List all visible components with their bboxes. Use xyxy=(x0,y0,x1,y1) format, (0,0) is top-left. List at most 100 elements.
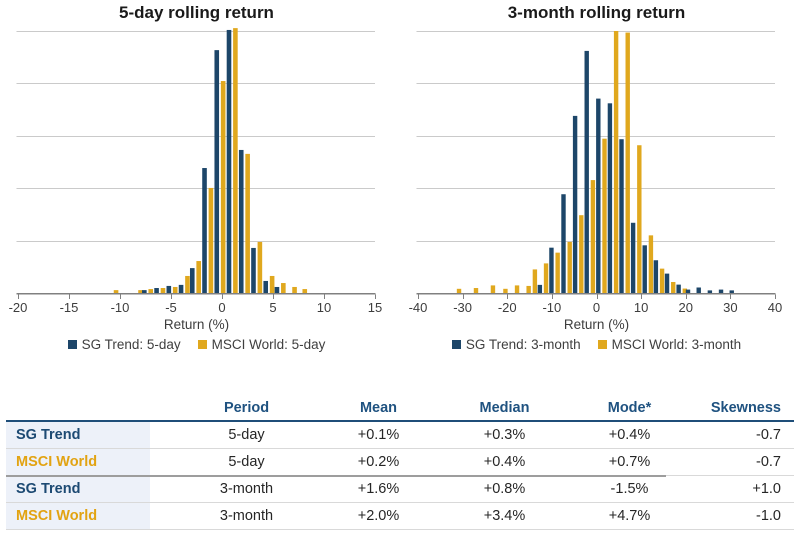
table-row: SG Trend 3-month +1.6% +0.8% -1.5% +1.0 xyxy=(6,475,794,503)
x-tick-label: 40 xyxy=(768,300,782,315)
col-header-mean: Mean xyxy=(359,399,398,416)
bar-msci-world xyxy=(257,241,263,293)
bar-msci-world xyxy=(613,31,619,293)
bar-sg-trend xyxy=(274,286,280,293)
table-row: MSCI World 5-day +0.2% +0.4% +0.7% -0.7 xyxy=(6,448,794,476)
bar-sg-trend xyxy=(549,247,554,293)
legend-item: MSCI World: 3-month xyxy=(597,337,741,352)
cell-mode: -1.5% xyxy=(610,481,649,497)
legend-item: SG Trend: 3-month xyxy=(451,337,581,352)
bar-msci-world xyxy=(526,285,531,293)
bar-sg-trend xyxy=(619,139,624,293)
bar-sg-trend xyxy=(685,289,691,293)
bar-msci-world xyxy=(532,269,538,293)
cell-mean: +0.2% xyxy=(357,454,400,470)
cell-mean: +1.6% xyxy=(357,481,400,497)
row-label: MSCI World xyxy=(6,448,150,476)
bar-sg-trend xyxy=(166,285,172,293)
legend-item: MSCI World: 5-day xyxy=(197,337,325,352)
cell-mean: +0.1% xyxy=(357,427,400,443)
table-row: SG Trend 5-day +0.1% +0.3% +0.4% -0.7 xyxy=(6,421,794,449)
bar-msci-world xyxy=(269,275,275,293)
bar-msci-world xyxy=(625,32,630,293)
bar-msci-world xyxy=(543,263,549,293)
bar-sg-trend xyxy=(676,284,681,293)
x-tick-label: 20 xyxy=(679,300,693,315)
table-row: MSCI World 3-month +2.0% +3.4% +4.7% -1.0 xyxy=(6,502,794,530)
x-tick-label: 0 xyxy=(593,300,600,315)
cell-mode: +0.4% xyxy=(608,427,651,443)
col-header-label xyxy=(6,395,150,421)
x-axis-label: Return (%) xyxy=(564,317,629,332)
histogram-plot-3month: -40 -30 -20 -10 0 10 20 30 40 Return (%) xyxy=(409,31,782,332)
x-tick-label: -40 xyxy=(409,300,428,315)
stats-table-head: Period Mean Median Mode* Skewness xyxy=(6,395,794,421)
chart-title-5day: 5-day rolling return xyxy=(119,3,274,22)
bar-msci-world xyxy=(302,289,308,293)
bar-sg-trend xyxy=(696,287,701,293)
bar-msci-world xyxy=(160,288,166,293)
legend-3month: SG Trend: 3-month MSCI World: 3-month xyxy=(400,337,793,352)
bar-sg-trend xyxy=(607,103,613,293)
bar-msci-world xyxy=(113,290,119,293)
bar-msci-world xyxy=(490,285,496,293)
stats-table-grid: Period Mean Median Mode* Skewness SG Trend 5-… xyxy=(6,395,794,530)
bar-sg-trend xyxy=(572,115,578,293)
x-tick-label: 10 xyxy=(317,300,331,315)
x-tick-label: 0 xyxy=(218,300,225,315)
bar-sg-trend xyxy=(584,50,589,293)
bar-sg-trend xyxy=(718,289,724,293)
chart-3month-rolling-return: 3-month rolling return -40 -30 -20 -10 0 10 20… xyxy=(400,0,800,364)
bar-sg-trend xyxy=(561,194,566,293)
legend-5day: SG Trend: 5-day MSCI World: 5-day xyxy=(0,337,393,352)
legend-swatch-icon xyxy=(451,340,461,349)
chart-title-3month: 3-month rolling return xyxy=(507,3,686,22)
stats-table-body: SG Trend 5-day +0.1% +0.3% +0.4% -0.7 MSCI Wor… xyxy=(6,421,794,530)
cell-mode: +4.7% xyxy=(608,508,651,524)
bar-sg-trend xyxy=(630,222,636,293)
legend-label: SG Trend: 3-month xyxy=(465,337,581,352)
bar-sg-trend xyxy=(178,284,184,293)
cell-period: 3-month xyxy=(219,481,274,497)
bar-sg-trend xyxy=(263,280,269,293)
bar-msci-world xyxy=(172,286,178,293)
legend-swatch-icon xyxy=(197,340,207,349)
cell-median: +0.8% xyxy=(483,481,526,497)
cell-skew: -0.7 xyxy=(756,427,781,443)
row-label: SG Trend xyxy=(6,421,150,449)
bar-msci-world xyxy=(579,215,584,293)
bar-sg-trend xyxy=(142,290,147,293)
bar-msci-world xyxy=(590,180,596,293)
histogram-plot-5day: -20 -15 -10 -5 0 5 10 15 Return (%) xyxy=(9,28,382,332)
x-tick-label: -15 xyxy=(60,300,79,315)
x-tick-label: 15 xyxy=(368,300,382,315)
bar-msci-world xyxy=(292,286,297,293)
legend-swatch-icon xyxy=(67,340,77,349)
col-header-period: Period xyxy=(223,399,270,416)
col-header-skewness: Skewness xyxy=(710,399,781,416)
bar-msci-world xyxy=(185,275,190,293)
bar-sg-trend xyxy=(226,29,232,293)
bar-msci-world xyxy=(602,138,607,293)
row-label: SG Trend xyxy=(6,475,150,503)
x-axis-label: Return (%) xyxy=(164,317,229,332)
bar-msci-world xyxy=(220,81,226,293)
period-group-divider xyxy=(6,475,666,477)
bar-msci-world xyxy=(503,288,508,293)
bar-msci-world xyxy=(555,252,560,293)
bar-msci-world xyxy=(671,282,676,293)
bar-sg-trend xyxy=(214,50,220,293)
cell-median: +0.4% xyxy=(483,454,526,470)
legend-item: SG Trend: 5-day xyxy=(67,337,181,352)
x-tick-label: 5 xyxy=(269,300,276,315)
stats-table: Period Mean Median Mode* Skewness SG Trend 5-… xyxy=(6,395,794,530)
bar-sg-trend xyxy=(653,260,659,293)
bar-msci-world xyxy=(138,290,143,293)
x-tick-label: 30 xyxy=(723,300,737,315)
cell-period: 5-day xyxy=(228,427,265,443)
chart-5day-rolling-return: 5-day rolling return -20 -15 -10 -5 0 5 10 15 Re… xyxy=(0,0,400,364)
bar-msci-world xyxy=(682,288,688,293)
bar-sg-trend xyxy=(642,245,647,293)
bar-sg-trend xyxy=(202,168,207,293)
bar-msci-world xyxy=(514,285,520,293)
